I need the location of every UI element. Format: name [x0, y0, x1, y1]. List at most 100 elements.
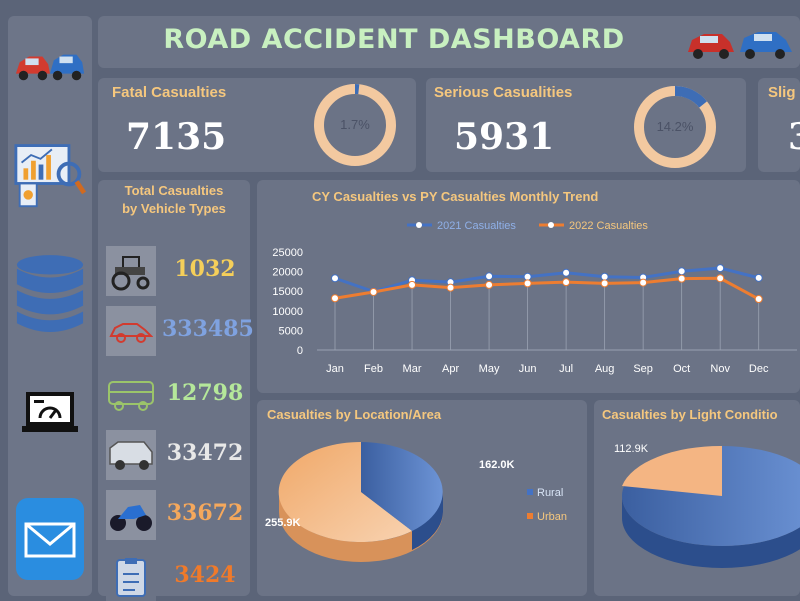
data-point[interactable]	[716, 274, 725, 283]
pie-slice-urban-main[interactable]	[278, 441, 412, 542]
legend-2021: 2021 Casualties	[437, 220, 516, 232]
slight-value: 3	[788, 116, 800, 158]
serious-casualties-card: Serious Casualities 5931 14.2%	[426, 78, 746, 172]
data-point[interactable]	[408, 280, 417, 289]
vehicle-types-title: Total Casualties by Vehicle Types	[98, 182, 250, 218]
data-point[interactable]	[754, 273, 763, 282]
fatal-label: Fatal Casualties	[112, 84, 227, 101]
data-point[interactable]	[523, 279, 532, 288]
vehicle-title-line2: by Vehicle Types	[122, 201, 226, 216]
location-pie-depth	[279, 492, 443, 562]
x-tick-label: Aug	[595, 363, 615, 375]
urban-data-label: 255.9K	[265, 517, 301, 529]
page-title: ROAD ACCIDENT DASHBOARD	[163, 24, 625, 55]
data-point[interactable]	[446, 283, 455, 292]
data-point[interactable]	[485, 280, 494, 289]
trend-y-axis: 0 5000 10000 15000 20000 25000	[272, 247, 303, 357]
light-chart-title: Casualties by Light Conditio	[602, 407, 778, 422]
vehicle-row-tractor: 1032	[98, 246, 250, 298]
data-point[interactable]	[523, 272, 532, 281]
data-point[interactable]	[677, 274, 686, 283]
data-point[interactable]	[485, 272, 494, 281]
data-point[interactable]	[600, 272, 609, 281]
vehicle-value: 12798	[166, 380, 244, 406]
legend-rural: Rural	[537, 487, 563, 499]
location-pie-chart: Casualties by Location/Area 162.0K 255.9…	[265, 407, 567, 562]
trend-x-axis: Jan Feb Mar Apr May Jun Jul Aug Sep Oct Nov Dec	[317, 278, 797, 375]
fatal-casualties-card: Fatal Casualties 7135 1.7%	[98, 78, 416, 172]
pie-slice-light-other[interactable]	[622, 445, 722, 496]
trend-chart-title: CY Casualties vs PY Casualties Monthly T…	[312, 189, 598, 204]
x-tick-label: Jan	[326, 363, 344, 375]
data-point[interactable]	[754, 295, 763, 304]
monthly-trend-panel: CY Casualties vs PY Casualties Monthly T…	[257, 180, 800, 393]
x-tick-label: Mar	[403, 363, 422, 375]
data-point[interactable]	[562, 268, 571, 277]
trend-legend: 2021 Casualties 2022 Casualties	[407, 220, 648, 232]
data-point[interactable]	[562, 278, 571, 287]
x-tick-label: Jul	[559, 363, 573, 375]
rural-data-label: 162.0K	[479, 459, 515, 471]
fatal-pct: 1.7%	[340, 117, 370, 132]
location-chart-title: Casualties by Location/Area	[267, 407, 442, 422]
vehicle-value: 333485	[162, 316, 254, 342]
laptop-dashboard-icon[interactable]	[14, 380, 86, 450]
legend-urban: Urban	[537, 511, 567, 523]
light-pie-depth	[622, 496, 800, 568]
vehicle-value: 3424	[174, 562, 236, 588]
vehicle-title-line1: Total Casualties	[124, 183, 224, 198]
data-point[interactable]	[331, 274, 339, 283]
fatal-donut-arc	[314, 84, 396, 166]
motorcycle-icon	[106, 490, 156, 540]
data-point[interactable]	[600, 279, 609, 288]
y-tick-label: 0	[297, 345, 303, 357]
serious-pct: 14.2%	[657, 119, 694, 134]
series-line-2021	[334, 266, 760, 294]
fatal-value: 7135	[126, 116, 227, 158]
title-bar: ROAD ACCIDENT DASHBOARD	[98, 16, 800, 68]
analytics-icon[interactable]	[14, 134, 86, 214]
database-icon[interactable]	[14, 244, 86, 344]
fatal-donut: 1.7%	[314, 84, 396, 166]
x-tick-label: Apr	[442, 363, 459, 375]
x-tick-label: Feb	[364, 363, 383, 375]
y-tick-label: 10000	[272, 306, 303, 318]
cars-logo-icon	[684, 22, 796, 62]
data-point[interactable]	[639, 278, 648, 287]
slight-casualties-card: Slig 3	[758, 78, 800, 172]
vehicle-value: 33472	[166, 440, 244, 466]
series-line-2022	[334, 276, 760, 301]
data-point[interactable]	[677, 267, 686, 276]
serious-label: Serious Casualities	[434, 84, 573, 101]
serious-donut-arc	[634, 86, 716, 168]
sidebar	[8, 16, 92, 596]
legend-2022: 2022 Casualties	[569, 220, 648, 232]
x-tick-label: Dec	[749, 363, 769, 375]
trend-series	[331, 264, 763, 304]
y-tick-label: 5000	[279, 325, 303, 337]
y-tick-label: 25000	[272, 247, 303, 259]
data-point[interactable]	[331, 294, 339, 303]
cars-logo-icon[interactable]	[14, 38, 86, 94]
y-tick-label: 15000	[272, 286, 303, 298]
vehicle-row-van: 33472	[98, 430, 250, 482]
car-icon	[106, 306, 156, 356]
pie-slice-rural[interactable]	[361, 442, 443, 531]
x-tick-label: Nov	[710, 363, 730, 375]
tractor-icon	[106, 246, 156, 296]
vehicle-value: 33672	[166, 500, 244, 526]
location-panel: Casualties by Location/Area 162.0K 255.9…	[257, 400, 587, 596]
data-point[interactable]	[369, 287, 378, 296]
monthly-trend-chart: CY Casualties vs PY Casualties Monthly T…	[272, 189, 797, 375]
bus-icon	[106, 370, 156, 420]
mail-icon[interactable]	[14, 494, 86, 584]
data-point[interactable]	[716, 264, 725, 273]
serious-donut: 14.2%	[634, 86, 716, 168]
clipboard-icon	[106, 552, 156, 601]
vehicle-value: 1032	[174, 256, 236, 282]
vehicle-row-other: 3424	[98, 552, 250, 601]
x-tick-label: Sep	[633, 363, 653, 375]
vehicle-types-panel: Total Casualties by Vehicle Types 1032 3…	[98, 180, 254, 601]
light-data-label: 112.9K	[614, 443, 649, 455]
slight-label: Slig	[768, 84, 796, 101]
